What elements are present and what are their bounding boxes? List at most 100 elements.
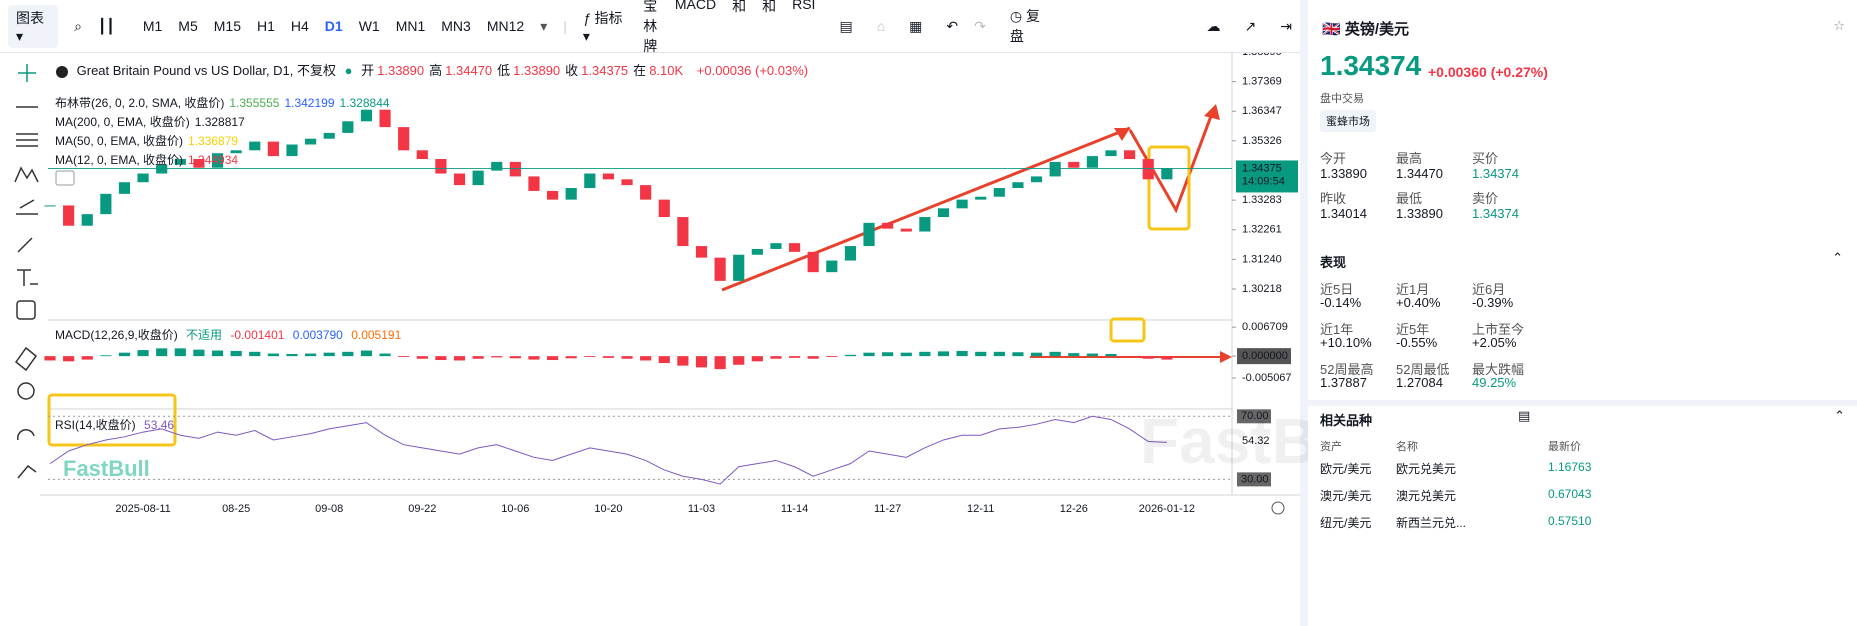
macd-bar (844, 354, 856, 357)
timeframe[interactable]: MN1 (395, 18, 426, 34)
crosshair-tool[interactable] (18, 64, 36, 82)
indicator-shortcut[interactable]: RSI (792, 0, 816, 12)
replay-button[interactable]: ◷ 复盘 (1009, 8, 1040, 44)
macd-bar (565, 356, 577, 359)
indicator-shortcut[interactable]: 和 (732, 0, 747, 14)
layout-icon[interactable]: ▤ (839, 17, 853, 34)
macd-bar (230, 350, 242, 357)
text-tool[interactable] (17, 269, 38, 286)
collapse-icon[interactable]: ⌃ (1832, 250, 1843, 265)
candle-body (193, 159, 205, 168)
x-tick-label: 11-14 (781, 503, 808, 515)
timeframe[interactable]: H1 (256, 18, 275, 34)
x-tick-label: 09-22 (408, 503, 436, 515)
study-legend: MA(12, 0, EMA, 收盘价) 1.344934 (55, 151, 243, 168)
y-tick-label: 0.006709 (1242, 321, 1288, 333)
macd-bar (156, 348, 168, 357)
highlight-box (1147, 145, 1191, 231)
arrow-head (1204, 104, 1220, 120)
study-value: 1.328844 (339, 96, 390, 110)
list-icon[interactable]: ▤ (1518, 408, 1531, 423)
macd-bar (640, 356, 652, 361)
fib-tool[interactable] (16, 133, 38, 147)
timeframe[interactable]: W1 (358, 18, 380, 34)
draw-lock-tool[interactable] (17, 464, 37, 479)
candle-body (286, 144, 298, 157)
table-cell[interactable]: 纽元/美元 (1320, 516, 1372, 530)
table-header: 名称 (1396, 441, 1418, 453)
ohlc-value: 1.34375 (581, 63, 629, 78)
section-divider (1308, 400, 1857, 406)
search-icon[interactable]: ⌕ (74, 17, 82, 34)
more-timeframes[interactable]: ▾ (540, 17, 548, 34)
timeframe[interactable]: M15 (213, 18, 241, 34)
x-tick-label: 11-27 (874, 503, 901, 515)
pattern-tool[interactable] (14, 166, 39, 183)
calendar-icon[interactable]: ▦ (909, 17, 923, 34)
rsi-line (49, 415, 1167, 485)
indicator-shortcut[interactable]: MACD (674, 0, 717, 12)
macd-bar (44, 356, 56, 361)
settings-icon[interactable] (1271, 501, 1285, 515)
redo-icon[interactable]: ↷ (974, 17, 986, 34)
ohlc-label: 收 (565, 63, 579, 78)
undo-icon[interactable]: ↶ (946, 17, 959, 34)
projection-tool[interactable] (16, 199, 38, 215)
market-tag: 蜜蜂市场 (1320, 110, 1376, 132)
macd-bar (1161, 356, 1173, 360)
menu-label: 图表 (16, 9, 44, 26)
indicator-shortcut[interactable]: 和 (762, 0, 777, 14)
candle-body (1124, 150, 1136, 160)
favorite-star[interactable]: ☆ (1833, 18, 1845, 33)
cloud-icon[interactable]: ☁ (1206, 17, 1221, 34)
chart-type-icon[interactable]: ┃┃ (97, 17, 115, 34)
table-cell[interactable]: 澳元/美元 (1320, 489, 1372, 503)
change-value: +0.00360 (1428, 64, 1487, 80)
perf-label: 近5年 (1396, 322, 1430, 337)
timeframe[interactable]: MN12 (486, 18, 525, 34)
indicator-shortcut[interactable]: 宝林牌 (643, 0, 658, 54)
exit-icon[interactable]: ⇥ (1280, 17, 1293, 34)
macd-bar (770, 356, 782, 359)
stat-value: 1.34470 (1396, 166, 1443, 181)
emoji-tool[interactable] (16, 300, 36, 320)
study-value: 1.355555 (229, 96, 280, 110)
macd-bar (919, 351, 931, 357)
brush-tool[interactable] (17, 237, 33, 253)
candle-body (491, 161, 503, 171)
table-cell[interactable]: 欧元/美元 (1320, 462, 1372, 476)
macd-bar (807, 356, 819, 359)
alert-icon[interactable]: ⌂ (876, 18, 886, 34)
symbol-name: 🇬🇧 英镑/美元 (1322, 21, 1410, 38)
highlight-box (1109, 317, 1146, 343)
timeframe[interactable]: M1 (142, 18, 163, 34)
macd-bar (621, 356, 633, 359)
ruler-tool[interactable] (14, 346, 38, 372)
candle-body (81, 214, 93, 226)
macd-bar (174, 348, 186, 357)
collapse-button[interactable] (55, 170, 75, 186)
y-tick-label: 1.30218 (1242, 283, 1282, 295)
candle-body (1161, 168, 1173, 180)
change-percent: (+0.27%) (1490, 64, 1548, 80)
y-tick-label: 1.35326 (1242, 135, 1282, 147)
zoom-tool[interactable] (17, 382, 35, 400)
ohlc-value: 8.10K (649, 63, 684, 78)
timeframe[interactable]: MN3 (441, 18, 471, 34)
timeframe[interactable]: D1 (324, 18, 343, 34)
candle-body (249, 141, 261, 151)
indicators-menu[interactable]: ƒ 指标 ▾ (582, 9, 623, 44)
candle-body (1030, 176, 1043, 183)
study-name: MACD(12,26,9,收盘价) (55, 328, 178, 342)
collapse-icon[interactable]: ⌃ (1834, 408, 1845, 423)
timeframe[interactable]: M5 (178, 18, 198, 34)
magnet-tool[interactable] (17, 429, 35, 441)
macd-bar (714, 356, 726, 370)
chart-menu[interactable]: 图表 ▾ (8, 4, 59, 48)
perf-label: 近5日 (1320, 282, 1354, 297)
share-icon[interactable]: ↗ (1244, 17, 1257, 34)
macd-bar (81, 356, 93, 360)
macd-bar (193, 349, 205, 357)
perf-value: -0.55% (1396, 335, 1438, 350)
timeframe[interactable]: H4 (290, 18, 309, 34)
